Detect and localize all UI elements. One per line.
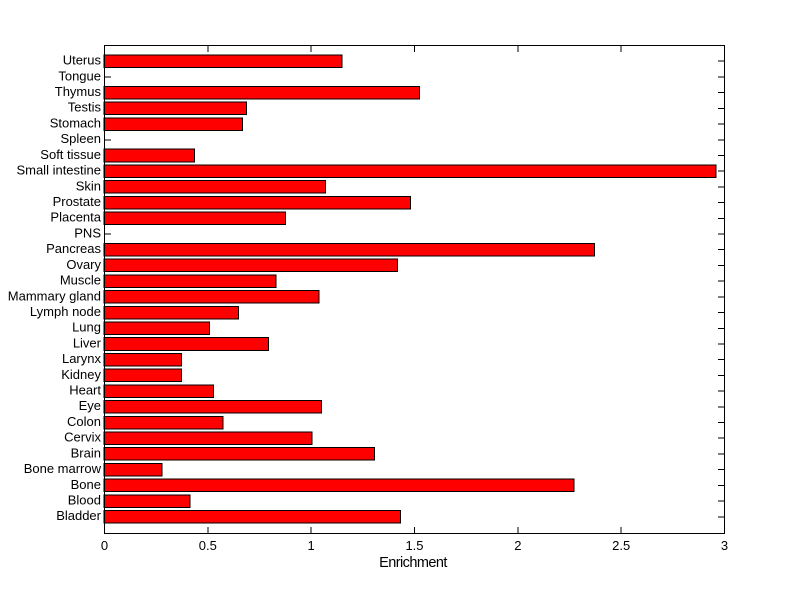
- svg-text:Soft tissue: Soft tissue: [40, 147, 101, 162]
- svg-text:Muscle: Muscle: [60, 273, 101, 288]
- svg-text:Lung: Lung: [72, 320, 101, 335]
- svg-text:Larynx: Larynx: [62, 351, 102, 366]
- svg-text:Bone: Bone: [71, 477, 101, 492]
- svg-text:Uterus: Uterus: [63, 53, 102, 68]
- svg-text:Prostate: Prostate: [53, 194, 101, 209]
- svg-text:2.5: 2.5: [612, 538, 630, 553]
- svg-text:1.5: 1.5: [405, 538, 423, 553]
- svg-text:Eye: Eye: [79, 398, 101, 413]
- svg-text:0.5: 0.5: [199, 538, 217, 553]
- svg-text:Enrichment: Enrichment: [379, 555, 447, 571]
- svg-text:Bladder: Bladder: [56, 508, 101, 523]
- svg-text:Heart: Heart: [69, 383, 101, 398]
- svg-text:Placenta: Placenta: [50, 210, 101, 225]
- svg-text:Thymus: Thymus: [55, 84, 102, 99]
- svg-text:Skin: Skin: [76, 178, 101, 193]
- svg-text:Bone marrow: Bone marrow: [24, 461, 102, 476]
- svg-text:Blood: Blood: [68, 492, 101, 507]
- svg-text:2: 2: [514, 538, 521, 553]
- svg-text:Kidney: Kidney: [61, 367, 101, 382]
- svg-text:Colon: Colon: [67, 414, 101, 429]
- svg-text:3: 3: [721, 538, 728, 553]
- svg-text:PNS: PNS: [74, 225, 101, 240]
- svg-text:1: 1: [308, 538, 315, 553]
- svg-text:0: 0: [101, 538, 108, 553]
- svg-text:Brain: Brain: [71, 445, 101, 460]
- svg-text:Tongue: Tongue: [58, 68, 101, 83]
- svg-text:Small intestine: Small intestine: [16, 163, 101, 178]
- svg-text:Stomach: Stomach: [50, 115, 101, 130]
- svg-text:Lymph node: Lymph node: [30, 304, 101, 319]
- svg-text:Pancreas: Pancreas: [46, 241, 101, 256]
- svg-text:Testis: Testis: [68, 100, 102, 115]
- svg-text:Liver: Liver: [73, 335, 102, 350]
- svg-text:Ovary: Ovary: [66, 257, 101, 272]
- svg-text:Spleen: Spleen: [61, 131, 101, 146]
- svg-text:Cervix: Cervix: [64, 430, 101, 445]
- svg-text:Mammary gland: Mammary gland: [8, 288, 101, 303]
